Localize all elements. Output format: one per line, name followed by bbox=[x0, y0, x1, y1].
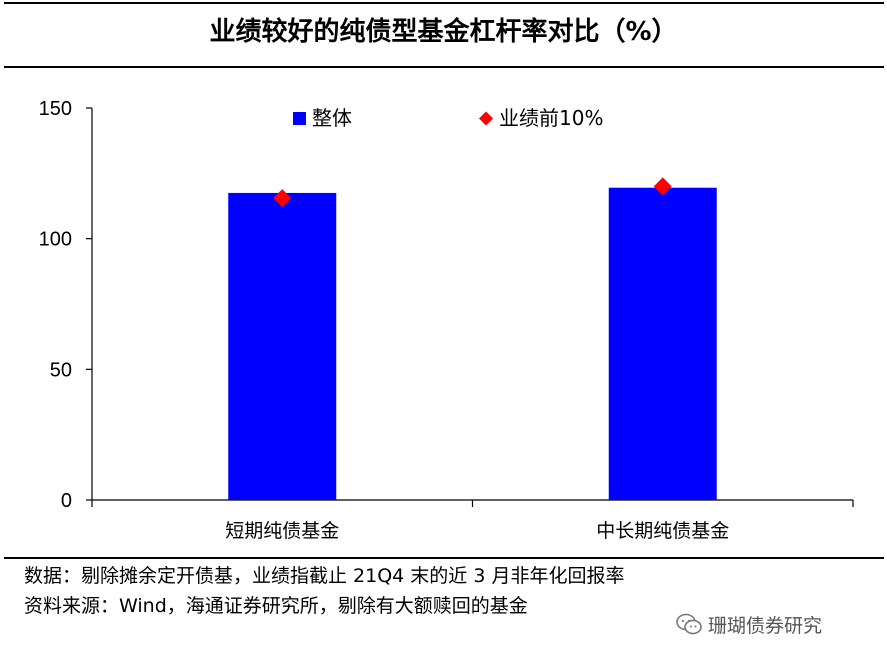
legend-label-marker: 业绩前10% bbox=[499, 106, 603, 130]
x-category-label: 中长期纯债基金 bbox=[596, 520, 729, 542]
wechat-icon bbox=[676, 613, 702, 635]
x-category-label: 短期纯债基金 bbox=[225, 520, 339, 542]
diamond-marker bbox=[653, 177, 672, 196]
title-rule bbox=[4, 66, 884, 68]
legend-swatch-bar bbox=[293, 112, 306, 125]
y-tick-label: 150 bbox=[39, 98, 72, 120]
bar bbox=[608, 187, 717, 500]
y-tick-label: 100 bbox=[39, 229, 72, 251]
leverage-bar-chart: 0 50 100 150 短期纯债基金 中长期纯债基金 整体 业绩前10% bbox=[39, 98, 854, 542]
top-rule bbox=[4, 2, 884, 4]
chart-title: 业绩较好的纯债型基金杠杆率对比（%） bbox=[209, 17, 678, 47]
y-tick-label: 50 bbox=[50, 359, 72, 381]
legend-swatch-marker bbox=[479, 111, 493, 126]
footer-rule bbox=[4, 557, 884, 559]
legend-label-bar: 整体 bbox=[312, 106, 352, 130]
watermark-text: 珊瑚债券研究 bbox=[708, 614, 823, 637]
source-note: 资料来源：Wind，海通证券研究所，剔除有大额赎回的基金 bbox=[24, 595, 528, 617]
watermark: 珊瑚债券研究 bbox=[676, 609, 822, 639]
diamond-marker bbox=[273, 189, 292, 208]
axes: 0 50 100 150 短期纯债基金 中长期纯债基金 bbox=[39, 98, 854, 542]
bar bbox=[228, 192, 337, 500]
bars bbox=[228, 187, 717, 500]
markers bbox=[273, 177, 672, 208]
y-tick-label: 0 bbox=[61, 490, 72, 512]
legend: 整体 业绩前10% bbox=[293, 106, 603, 130]
data-note: 数据：剔除摊余定开债基，业绩指截止 21Q4 末的近 3 月非年化回报率 bbox=[24, 565, 625, 587]
